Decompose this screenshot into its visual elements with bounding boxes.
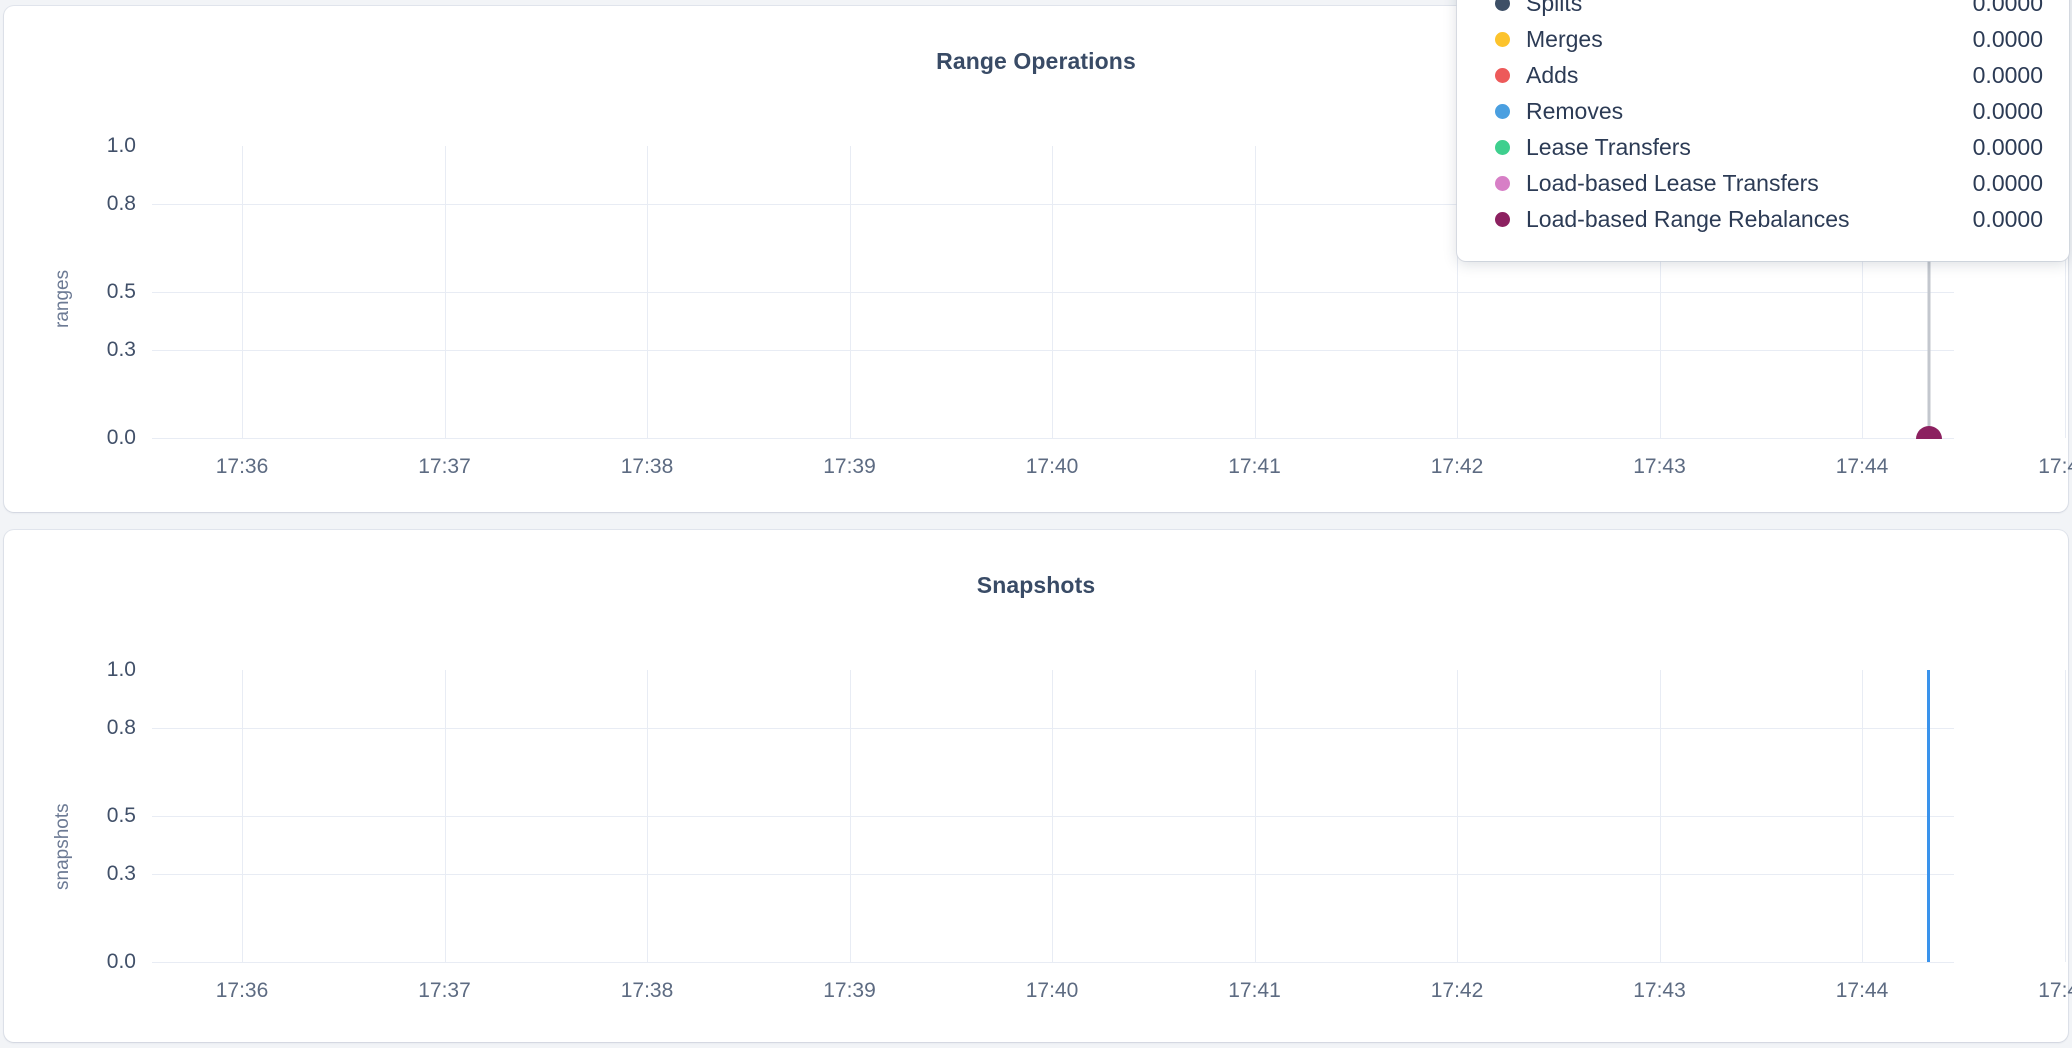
tooltip-series-value: 0.0000 — [1972, 205, 2043, 232]
x-axis-tick-label: 17:40 — [1025, 979, 1079, 1002]
gridline-horizontal — [152, 728, 1954, 730]
tooltip-row: Lease Transfers 0.0000 — [1495, 129, 2043, 165]
gridline-vertical — [849, 146, 851, 438]
tooltip-series-label: Lease Transfers — [1526, 133, 1691, 160]
tooltip-row: Merges 0.0000 — [1495, 21, 2043, 57]
y-axis-tick-label: 1.0 — [106, 134, 136, 157]
x-axis-tick-label: 17:43 — [1633, 979, 1686, 1002]
chart-card-snapshots: Snapshots snapshots 1.0 0.8 0.5 0.3 0.0 17:36… — [4, 530, 2072, 1042]
tooltip-series-label: Splits — [1526, 0, 1583, 16]
plot-area-range-operations: 1.0 0.8 0.5 0.3 0.0 17:36 17:37 17:38 17:39 17:40… — [107, 116, 2072, 478]
gridline-horizontal — [152, 874, 1954, 876]
data-point-marker — [1915, 426, 1942, 439]
y-axis-tick-label: 0.0 — [106, 426, 136, 449]
chart-tooltip: 17:44:20 on Nov 5th, 2020 Splits0.0000Me… — [1457, 0, 2069, 261]
y-axis-tick-label: 0.8 — [106, 716, 136, 740]
gridline-vertical — [242, 146, 243, 438]
series-line-blue-spike — [1927, 670, 1931, 962]
page-title-range-operations: Range Operations — [936, 48, 1136, 74]
y-axis-tick-label: 0.8 — [106, 192, 136, 216]
series-color-dot-icon — [1495, 31, 1510, 47]
gridline-horizontal — [152, 816, 1954, 817]
y-axis-tick-label: 0.3 — [106, 862, 136, 886]
x-axis-tick-label: 17:38 — [620, 979, 674, 1002]
y-axis-tick-label: 0.5 — [106, 280, 136, 303]
x-axis-tick-label: 17:45 — [2038, 979, 2072, 1002]
tooltip-series-value: 0.0000 — [1972, 0, 2043, 16]
tooltip-row: Splits 0.0000 — [1495, 0, 2043, 21]
tooltip-series-value: 0.0000 — [1972, 61, 2043, 88]
series-color-dot-icon — [1495, 175, 1510, 191]
x-axis-tick-label: 17:37 — [418, 979, 471, 1002]
page-title-snapshots: Snapshots — [976, 572, 1096, 598]
x-axis-tick-label: 17:38 — [620, 455, 674, 478]
tooltip-series-label: Load-based Lease Transfers — [1526, 169, 1819, 196]
y-axis-tick-label: 1.0 — [106, 658, 136, 681]
series-color-dot-icon — [1495, 0, 1510, 11]
x-axis-tick-label: 17:36 — [215, 979, 269, 1002]
x-axis-tick-label: 17:42 — [1430, 979, 1484, 1002]
gridline-vertical — [444, 670, 446, 962]
x-axis-tick-label: 17:41 — [1228, 979, 1281, 1002]
gridline-vertical — [1862, 670, 1863, 962]
tooltip-row: Load-based Lease Transfers 0.0000 — [1495, 165, 2043, 201]
tooltip-series-value: 0.0000 — [1972, 25, 2043, 52]
tooltip-series-label: Merges — [1526, 25, 1603, 52]
gridline-vertical — [647, 146, 648, 438]
x-axis-tick-label: 17:45 — [2038, 455, 2072, 478]
tooltip-series-label: Load-based Range Rebalances — [1526, 205, 1850, 232]
x-axis-tick-label: 17:39 — [823, 979, 876, 1002]
gridline-vertical — [1052, 670, 1053, 962]
gridline-vertical — [1862, 146, 1863, 438]
x-axis-tick-label: 17:44 — [1835, 455, 1889, 478]
gridline-vertical — [242, 670, 243, 962]
gridline-vertical — [1457, 146, 1458, 438]
tooltip-series-list: Splits 0.0000 Merges 0.0000 Adds 0.0000 Remove… — [1495, 0, 2043, 237]
tooltip-row: Adds 0.0000 — [1495, 57, 2043, 93]
gridline-vertical — [444, 146, 446, 438]
gridline-horizontal — [152, 350, 1954, 352]
x-axis-tick-label: 17:44 — [1835, 979, 1889, 1002]
x-axis-tick-label: 17:39 — [823, 455, 876, 478]
gridline-horizontal — [152, 204, 1954, 206]
gridline-vertical — [1254, 146, 1256, 438]
gridline-vertical — [1254, 670, 1256, 962]
y-axis-title-snapshots: snapshots — [52, 803, 73, 890]
x-axis-tick-label: 17:40 — [1025, 455, 1079, 478]
y-axis-title-ranges: ranges — [52, 269, 73, 328]
tooltip-series-value: 0.0000 — [1972, 169, 2043, 196]
cursor-guideline — [1927, 116, 1931, 438]
y-axis-tick-label: 0.0 — [106, 950, 136, 973]
x-axis-tick-label: 17:41 — [1228, 455, 1281, 478]
tooltip-row: Load-based Range Rebalances 0.0000 — [1495, 201, 2043, 237]
gridline-vertical — [849, 670, 851, 962]
tooltip-series-label: Adds — [1526, 61, 1579, 88]
gridline-horizontal — [152, 962, 1954, 963]
x-axis-tick-label: 17:42 — [1430, 455, 1484, 478]
gridline-vertical — [1659, 670, 1661, 962]
series-color-dot-icon — [1495, 211, 1510, 227]
x-axis-tick-label: 17:37 — [418, 455, 471, 478]
tooltip-series-value: 0.0000 — [1972, 133, 2043, 160]
tooltip-row: Removes 0.0000 — [1495, 93, 2043, 129]
gridline-horizontal — [152, 438, 1954, 439]
gridline-vertical — [1052, 146, 1053, 438]
series-color-dot-icon — [1495, 103, 1510, 119]
gridline-vertical — [2064, 670, 2066, 962]
series-color-dot-icon — [1495, 67, 1510, 83]
y-axis-tick-label: 0.5 — [106, 804, 136, 827]
x-axis-tick-label: 17:36 — [215, 455, 269, 478]
plot-area-snapshots: 1.0 0.8 0.5 0.3 0.0 17:36 17:37 17:38 17:39 17:40… — [107, 658, 2072, 1002]
gridline-vertical — [647, 670, 648, 962]
tooltip-series-value: 0.0000 — [1972, 97, 2043, 124]
gridline-vertical — [2064, 146, 2066, 438]
y-axis-tick-label: 0.3 — [106, 338, 136, 362]
tooltip-series-label: Removes — [1526, 97, 1624, 124]
gridline-horizontal — [152, 292, 1954, 293]
gridline-vertical — [1659, 146, 1661, 438]
x-axis-tick-label: 17:43 — [1633, 455, 1686, 478]
series-color-dot-icon — [1495, 139, 1510, 155]
gridline-vertical — [1457, 670, 1458, 962]
